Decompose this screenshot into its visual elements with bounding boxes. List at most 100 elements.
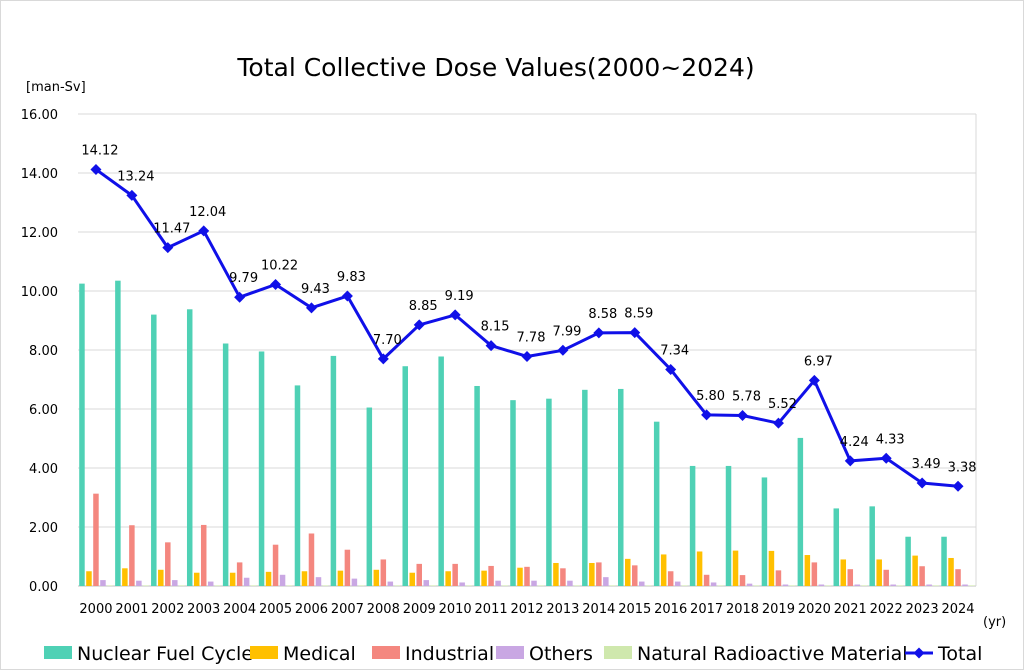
bar-industrial [739,575,746,586]
bar-natural-radioactive-material [574,585,580,586]
bar-industrial [632,565,638,586]
bar-industrial [596,562,602,586]
bar-nuclear-fuel-cycle [689,465,696,586]
bar-medical [553,562,559,586]
y-tick-label: 0.00 [29,580,58,595]
bar-medical [229,572,236,586]
bar-natural-radioactive-material [107,585,113,586]
legend-marker-total [913,647,925,659]
bar-industrial [452,563,458,586]
legend-swatch-nuclear-fuel-cycle [44,646,72,659]
bar-natural-radioactive-material [933,585,939,586]
legend: Nuclear Fuel Cycle Medical Industrial Other… [44,643,982,665]
bar-others [459,582,465,586]
total-data-label: 3.49 [912,457,941,472]
total-marker [701,409,713,421]
bar-nuclear-fuel-cycle [546,398,552,586]
bar-industrial [703,574,710,586]
legend-swatch-medical [250,646,278,659]
x-tick-label: 2003 [187,602,220,617]
bars [79,280,975,586]
total-data-label: 8.58 [588,307,617,322]
bar-others [243,577,250,586]
total-marker [90,163,102,175]
y-tick-label: 8.00 [29,344,58,359]
bar-industrial [883,569,889,586]
bar-natural-radioactive-material [717,585,724,586]
bar-medical [804,555,811,586]
x-tick-label: 2004 [223,602,256,617]
x-tick-label: 2023 [906,602,939,617]
x-tick-label: 2019 [762,602,795,617]
total-data-label: 5.78 [732,389,761,404]
bar-others [567,580,573,586]
x-tick-label: 2010 [439,602,472,617]
bar-industrial [416,563,422,586]
bar-medical [696,551,703,586]
bar-others [639,581,645,586]
bar-nuclear-fuel-cycle [115,280,121,586]
x-tick-label: 2000 [79,602,112,617]
bar-natural-radioactive-material [969,585,975,586]
total-data-label: 13.24 [117,169,154,184]
total-marker [413,319,425,331]
bar-medical [445,571,451,586]
total-data-label: 14.12 [81,143,118,158]
bar-industrial [667,571,674,586]
x-tick-label: 2013 [546,602,579,617]
total-data-label: 6.97 [804,354,833,369]
total-marker [629,327,641,339]
total-marker [916,477,928,489]
x-tick-label: 2020 [798,602,831,617]
x-tick-label: 2011 [475,602,508,617]
bar-natural-radioactive-material [646,585,652,586]
bar-medical [589,562,595,586]
bar-medical [660,554,667,586]
total-marker [808,374,820,386]
total-data-label: 5.52 [768,397,797,412]
total-marker [557,344,569,356]
total-data-label: 9.79 [229,271,258,286]
bar-medical [158,569,164,586]
bar-others [746,583,753,586]
total-marker [880,452,892,464]
bar-medical [337,570,344,586]
total-marker [485,340,497,352]
bar-industrial [955,569,961,586]
total-data-label: 3.38 [948,460,977,475]
x-tick-label: 2022 [870,602,903,617]
total-marker [270,279,282,291]
bar-others [136,580,142,586]
bar-natural-radioactive-material [789,585,796,586]
bar-medical [301,571,308,586]
total-data-label: 10.22 [261,259,298,274]
bar-industrial [847,569,854,586]
bar-industrial [488,565,494,586]
total-data-label: 11.47 [153,222,190,237]
legend-label-natural-radioactive-material: Natural Radioactive Material [637,643,908,665]
bar-medical [948,557,954,586]
bar-others [495,580,501,586]
bar-nuclear-fuel-cycle [222,343,229,586]
legend-label-total: Total [937,643,982,665]
total-data-label: 7.99 [552,324,581,339]
total-marker [126,189,138,201]
y-tick-label: 10.00 [21,285,58,300]
bar-nuclear-fuel-cycle [797,437,804,586]
bar-industrial [272,544,279,586]
x-axis-unit: (yr) [983,615,1006,630]
x-tick-label: 2002 [151,602,184,617]
bar-natural-radioactive-material [861,585,868,586]
total-data-label: 7.70 [373,333,402,348]
bar-natural-radioactive-material [681,585,688,586]
bar-natural-radioactive-material [286,585,293,586]
bar-nuclear-fuel-cycle [438,356,444,586]
bar-others [172,580,178,586]
bar-others [962,584,968,586]
total-marker [772,417,784,429]
legend-swatch-others [496,646,524,659]
grid-lines [78,113,977,587]
bar-nuclear-fuel-cycle [761,477,768,586]
